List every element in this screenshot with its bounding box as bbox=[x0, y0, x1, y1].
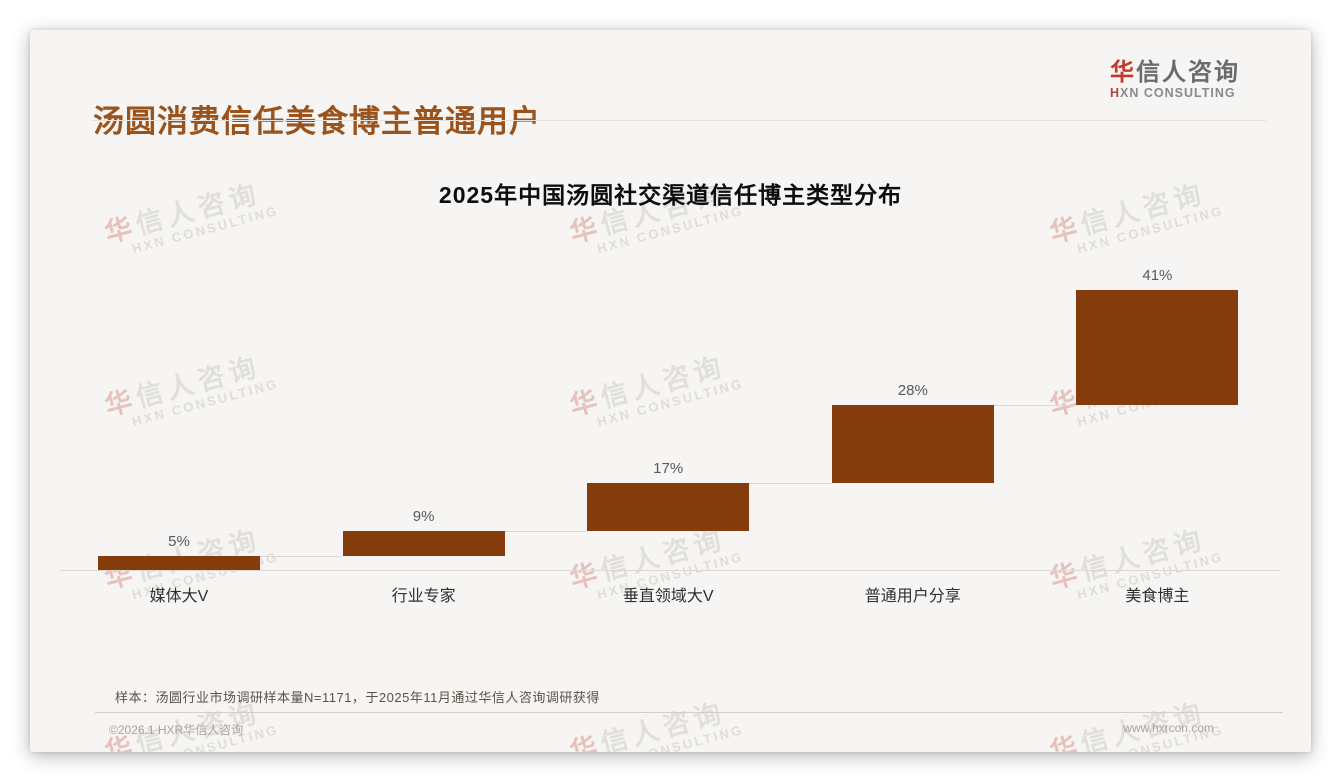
waterfall-connector bbox=[749, 483, 832, 485]
company-logo: 华信人咨询 HXN CONSULTING bbox=[1110, 59, 1240, 101]
bar-value-label: 41% bbox=[1142, 267, 1173, 284]
chart-bar bbox=[342, 530, 505, 556]
logo-accent-char: 华 bbox=[1110, 59, 1136, 86]
page-footer: ©2026.1 HXR华信人咨询 www.hxrcon.com bbox=[109, 721, 1214, 738]
waterfall-connector bbox=[504, 530, 588, 532]
sample-note: 样本：汤圆行业市场调研样本量N=1171，于2025年11月通过华信人咨询调研获… bbox=[115, 690, 600, 705]
category-label: 美食博主 bbox=[1125, 588, 1190, 605]
bar-value-label: 28% bbox=[897, 381, 928, 399]
website-url: www.hxrcon.com bbox=[1123, 721, 1214, 735]
page-title: 汤圆消费信任美食博主普通用户 bbox=[93, 104, 541, 139]
footer-divider bbox=[95, 712, 1283, 713]
chart-title: 2025年中国汤圆社交渠道信任博主类型分布 bbox=[438, 182, 903, 208]
bar-value-label: 5% bbox=[168, 533, 190, 550]
report-card: 华信人咨询 HXN CONSULTING 华信人咨询 HXN CONSULTING 华信… bbox=[30, 30, 1311, 752]
waterfall-chart: 5% 媒体大V 9% 行业专家 17% 垂直领域大V 28% 普通用户分享 41% 美食博主 bbox=[60, 260, 1281, 610]
logo-subtitle-accent-char: H bbox=[1110, 86, 1121, 101]
x-axis-line bbox=[60, 570, 1281, 571]
logo-subtitle-rest: XN CONSULTING bbox=[1120, 86, 1236, 101]
chart-bar bbox=[587, 483, 750, 531]
copyright-text: ©2026.1 HXR华信人咨询 bbox=[109, 723, 244, 737]
waterfall-connector bbox=[993, 404, 1077, 406]
bar-value-label: 9% bbox=[412, 507, 435, 525]
chart-bar bbox=[1076, 290, 1239, 405]
waterfall-connector bbox=[260, 556, 343, 557]
header-divider bbox=[92, 120, 1266, 121]
logo-name-rest: 信人咨询 bbox=[1136, 59, 1240, 86]
chart-bar bbox=[831, 404, 994, 484]
bar-value-label: 17% bbox=[653, 460, 684, 478]
category-label: 媒体大V bbox=[149, 588, 209, 605]
category-label: 垂直领域大V bbox=[622, 588, 714, 605]
chart-bar bbox=[98, 556, 260, 570]
logo-subtitle: HXN CONSULTING bbox=[1110, 87, 1240, 101]
category-label: 普通用户分享 bbox=[864, 588, 961, 605]
logo-name: 华信人咨询 bbox=[1110, 59, 1240, 86]
category-label: 行业专家 bbox=[391, 588, 456, 605]
